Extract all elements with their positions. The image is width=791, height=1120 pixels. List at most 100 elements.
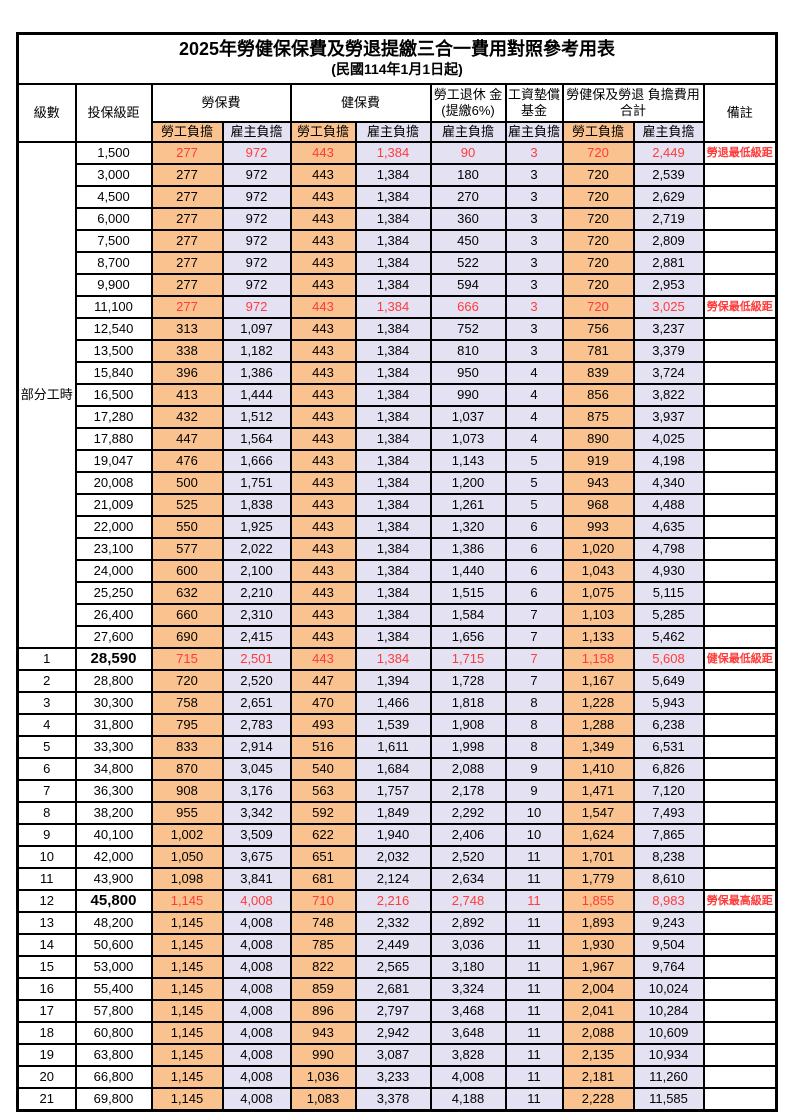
value-cell: 2,210 xyxy=(221,581,292,605)
value-cell: 2,881 xyxy=(632,251,705,275)
value-cell: 4,198 xyxy=(632,449,705,473)
value-cell: 1,684 xyxy=(354,757,432,781)
table-row: 15 53,000 1,145 4,008 822 2,565 3,180 11 1,967 9,… xyxy=(16,955,778,979)
value-cell: 5 xyxy=(504,471,564,495)
value-cell: 1,384 xyxy=(354,537,432,561)
value-cell: 1,386 xyxy=(429,537,507,561)
value-cell: 785 xyxy=(289,933,357,957)
note-cell xyxy=(702,1065,778,1089)
value-cell: 9 xyxy=(504,779,564,803)
subheader-employer-pension: 雇主負擔 xyxy=(429,121,507,143)
note-cell xyxy=(702,273,778,297)
value-cell: 4,008 xyxy=(221,933,292,957)
value-cell: 4,188 xyxy=(429,1087,507,1112)
table-row: 20,008 500 1,751 443 1,384 1,200 5 943 4,340 xyxy=(18,471,778,495)
bracket-cell: 60,800 xyxy=(74,1021,153,1045)
value-cell: 1,440 xyxy=(429,559,507,583)
note-cell xyxy=(702,1087,778,1112)
note-cell xyxy=(702,713,778,737)
note-cell xyxy=(702,207,778,231)
value-cell: 748 xyxy=(289,911,357,935)
value-cell: 3,233 xyxy=(354,1065,432,1089)
value-cell: 1,925 xyxy=(221,515,292,539)
level-cell: 15 xyxy=(16,955,77,979)
value-cell: 1,384 xyxy=(354,493,432,517)
note-cell xyxy=(702,317,778,341)
note-cell xyxy=(702,823,778,847)
value-cell: 443 xyxy=(289,405,357,429)
value-cell: 447 xyxy=(289,669,357,693)
note-cell xyxy=(702,735,778,759)
bracket-cell: 6,000 xyxy=(74,207,153,231)
value-cell: 493 xyxy=(289,713,357,737)
value-cell: 3,342 xyxy=(221,801,292,825)
page-subtitle: (民國114年1月1日起) xyxy=(331,61,463,78)
value-cell: 833 xyxy=(150,735,224,759)
value-cell: 8 xyxy=(504,713,564,737)
value-cell: 1,386 xyxy=(221,361,292,385)
value-cell: 1,036 xyxy=(289,1065,357,1089)
value-cell: 1,145 xyxy=(150,977,224,1001)
value-cell: 516 xyxy=(289,735,357,759)
table-row: 6,000 277 972 443 1,384 360 3 720 2,719 xyxy=(18,207,778,231)
value-cell: 443 xyxy=(289,295,357,319)
value-cell: 839 xyxy=(561,361,635,385)
value-cell: 2,100 xyxy=(221,559,292,583)
value-cell: 470 xyxy=(289,691,357,715)
value-cell: 3,648 xyxy=(429,1021,507,1045)
bracket-cell: 34,800 xyxy=(74,757,153,781)
note-cell xyxy=(702,427,778,451)
value-cell: 2,520 xyxy=(429,845,507,869)
value-cell: 11,585 xyxy=(632,1087,705,1112)
value-cell: 990 xyxy=(429,383,507,407)
value-cell: 1,967 xyxy=(561,955,635,979)
header-row-groups: 級數 投保級距 勞保費 健保費 勞工退休 金(提繳6%) 工資墊償 基金 勞健保… xyxy=(16,83,778,143)
value-cell: 1,779 xyxy=(561,867,635,891)
value-cell: 1,073 xyxy=(429,427,507,451)
value-cell: 413 xyxy=(150,383,224,407)
level-cell: 6 xyxy=(16,757,77,781)
table-row: 9 40,100 1,002 3,509 622 1,940 2,406 10 1,624 7,8… xyxy=(16,823,778,847)
level-cell: 3 xyxy=(16,691,77,715)
note-cell xyxy=(702,1043,778,1067)
table-row: 19,047 476 1,666 443 1,384 1,143 5 919 4,198 xyxy=(18,449,778,473)
header-labor-insurance: 勞保費 xyxy=(150,83,292,123)
value-cell: 2,914 xyxy=(221,735,292,759)
value-cell: 9 xyxy=(504,757,564,781)
note-cell xyxy=(702,757,778,781)
value-cell: 752 xyxy=(429,317,507,341)
note-cell xyxy=(702,251,778,275)
note-cell xyxy=(702,559,778,583)
value-cell: 8 xyxy=(504,691,564,715)
value-cell: 180 xyxy=(429,163,507,187)
table-row: 26,400 660 2,310 443 1,384 1,584 7 1,103 5,285 xyxy=(18,603,778,627)
value-cell: 3,176 xyxy=(221,779,292,803)
value-cell: 3,841 xyxy=(221,867,292,891)
value-cell: 11 xyxy=(504,1065,564,1089)
value-cell: 7 xyxy=(504,647,564,671)
table-row: 17,280 432 1,512 443 1,384 1,037 4 875 3,937 xyxy=(18,405,778,429)
value-cell: 2,406 xyxy=(429,823,507,847)
value-cell: 4,340 xyxy=(632,471,705,495)
value-cell: 11,260 xyxy=(632,1065,705,1089)
note-cell xyxy=(702,449,778,473)
header-level: 級數 xyxy=(16,83,77,143)
value-cell: 1,908 xyxy=(429,713,507,737)
bracket-cell: 48,200 xyxy=(74,911,153,935)
table-row: 1 28,590 715 2,501 443 1,384 1,715 7 1,158 5,608 健… xyxy=(16,647,778,671)
value-cell: 1,043 xyxy=(561,559,635,583)
value-cell: 7,120 xyxy=(632,779,705,803)
value-cell: 443 xyxy=(289,185,357,209)
value-cell: 1,940 xyxy=(354,823,432,847)
value-cell: 972 xyxy=(221,185,292,209)
table-row: 部分工時 1,500 277 972 443 1,384 90 3 720 2,449 勞退最低級距 xyxy=(16,141,778,649)
table-row: 9,900 277 972 443 1,384 594 3 720 2,953 xyxy=(18,273,778,297)
bracket-cell: 50,600 xyxy=(74,933,153,957)
value-cell: 1,728 xyxy=(429,669,507,693)
value-cell: 3,379 xyxy=(632,339,705,363)
bracket-cell: 53,000 xyxy=(74,955,153,979)
value-cell: 8,610 xyxy=(632,867,705,891)
bracket-cell: 38,200 xyxy=(74,801,153,825)
bracket-cell: 25,250 xyxy=(74,581,153,605)
table-row: 4 31,800 795 2,783 493 1,539 1,908 8 1,288 6,238 xyxy=(16,713,778,737)
